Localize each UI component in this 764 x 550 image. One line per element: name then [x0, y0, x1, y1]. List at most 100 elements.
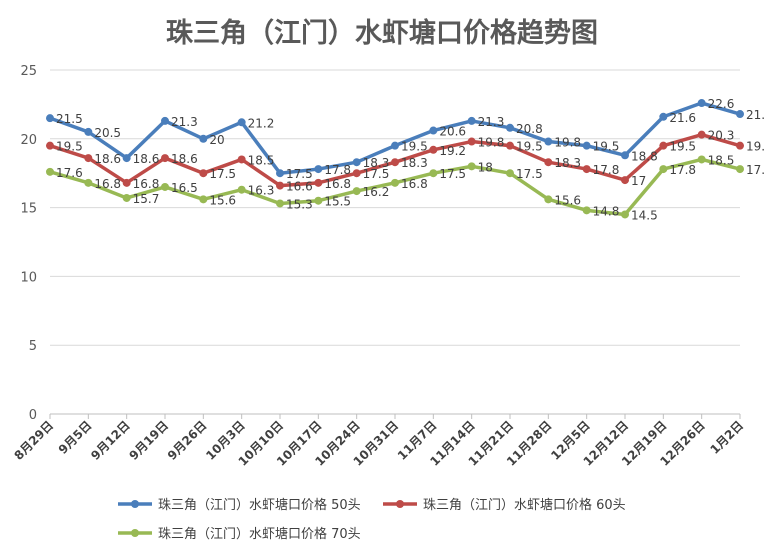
data-point: [46, 141, 54, 150]
data-label: 19.5: [593, 140, 620, 154]
x-axis-ticks: 8月29日 9月5日9月12日9月19日9月26日10月3日10月10日10月17…: [12, 414, 746, 469]
data-label: 15.7: [133, 192, 160, 206]
data-label: 18.6: [171, 152, 198, 166]
data-label: 15.6: [554, 193, 581, 207]
x-tick-label: 8月29日: [12, 418, 57, 463]
data-label: 14.5: [631, 208, 658, 222]
data-label: 22.6: [708, 97, 735, 111]
data-label: 18.8: [631, 149, 658, 163]
y-tick-label: 25: [20, 64, 37, 79]
data-point: [391, 178, 399, 187]
data-label: 20: [209, 133, 224, 147]
data-point: [161, 154, 169, 163]
data-labels: 21.5 20.5 18.6 21.3 20 21.2 17.5 17.8 18.3 19.5 20…: [56, 97, 764, 222]
data-point: [506, 123, 514, 132]
data-point: [467, 116, 476, 125]
data-label: 18.3: [401, 156, 428, 170]
y-axis-ticks: 0 5 10 15 20 25: [20, 64, 37, 423]
data-point: [659, 112, 668, 121]
data-point: [429, 145, 438, 154]
data-label: 20.8: [516, 122, 543, 136]
data-point: [544, 137, 553, 146]
x-tick-label: 9月26日: [165, 418, 210, 463]
data-point: [46, 167, 54, 176]
data-point: [199, 195, 208, 204]
data-label: 20.5: [94, 126, 121, 140]
data-point: [544, 158, 553, 167]
data-point: [237, 118, 246, 127]
data-point: [199, 169, 208, 178]
data-point: [314, 165, 323, 174]
data-label: 21.3: [478, 115, 505, 129]
data-point: [122, 193, 131, 202]
data-label: 16.8: [94, 177, 121, 191]
data-point: [161, 182, 169, 191]
data-point: [429, 169, 438, 178]
data-point: [697, 155, 706, 164]
data-point: [736, 110, 744, 119]
legend-label: 珠三角（江门）水虾塘口价格 60头: [423, 497, 626, 513]
data-point: [84, 127, 93, 136]
data-label: 17.5: [439, 167, 466, 181]
data-point: [122, 154, 131, 163]
x-tick-label: 9月19日: [127, 418, 172, 463]
data-label: 15.3: [286, 197, 313, 211]
data-label: 18.5: [248, 153, 275, 167]
data-label: 15.6: [209, 193, 236, 207]
legend-label: 珠三角（江门）水虾塘口价格 70头: [158, 526, 361, 542]
data-point: [736, 141, 744, 150]
data-label: 20.6: [439, 125, 466, 139]
data-label: 21.6: [669, 111, 696, 125]
data-point: [697, 99, 706, 108]
data-point: [391, 158, 399, 167]
data-label: 21.3: [171, 115, 198, 129]
data-point: [314, 196, 323, 205]
data-label: 19.5: [669, 140, 696, 154]
data-point: [352, 187, 361, 196]
data-point: [122, 178, 131, 187]
data-label: 17.8: [746, 163, 764, 177]
data-label: 17.8: [669, 163, 696, 177]
data-label: 16.6: [286, 180, 313, 194]
data-point: [84, 178, 93, 187]
y-tick-label: 20: [20, 133, 37, 148]
data-point: [659, 141, 668, 150]
y-tick-label: 10: [20, 270, 37, 285]
data-point: [467, 162, 476, 171]
data-label: 16.8: [401, 177, 428, 191]
data-label: 16.2: [363, 185, 390, 199]
data-point: [621, 210, 629, 219]
data-label: 17.5: [363, 167, 390, 181]
data-label: 19.5: [56, 140, 83, 154]
data-label: 16.8: [324, 177, 351, 191]
data-label: 17.8: [324, 163, 351, 177]
data-label: 19.5: [746, 140, 764, 154]
data-label: 16.8: [133, 177, 160, 191]
data-point: [659, 165, 668, 174]
data-label: 18.3: [363, 156, 390, 170]
data-label: 18.3: [554, 156, 581, 170]
data-label: 19.5: [516, 140, 543, 154]
y-tick-label: 5: [29, 339, 37, 354]
data-label: 19.8: [478, 136, 505, 150]
data-label: 17: [631, 174, 646, 188]
data-label: 18.6: [133, 152, 160, 166]
legend-marker: [396, 500, 404, 508]
y-tick-label: 15: [20, 202, 37, 217]
data-point: [697, 130, 706, 139]
data-point: [237, 185, 246, 194]
chart-title: 珠三角（江门）水虾塘口价格趋势图: [166, 17, 598, 49]
data-point: [429, 126, 438, 135]
legend-label: 珠三角（江门）水虾塘口价格 50头: [158, 497, 361, 513]
legend: 珠三角（江门）水虾塘口价格 50头 珠三角（江门）水虾塘口价格 60头珠三角（江门…: [118, 497, 626, 542]
data-label: 20.3: [708, 129, 735, 143]
data-point: [391, 141, 399, 150]
y-tick-label: 0: [29, 408, 37, 423]
data-label: 19.5: [401, 140, 428, 154]
data-label: 17.5: [516, 167, 543, 181]
data-point: [352, 158, 361, 167]
legend-marker: [131, 529, 139, 537]
data-point: [467, 137, 476, 146]
